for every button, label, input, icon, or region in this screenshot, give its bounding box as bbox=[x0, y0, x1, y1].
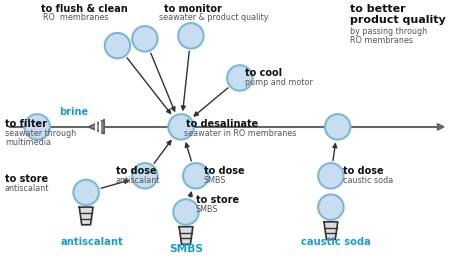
Text: caustic soda: caustic soda bbox=[343, 176, 393, 185]
Text: product quality: product quality bbox=[351, 15, 446, 25]
Text: SMBS: SMBS bbox=[204, 176, 226, 185]
Text: to dose: to dose bbox=[343, 166, 383, 176]
Text: seawater in RO membranes: seawater in RO membranes bbox=[184, 129, 296, 138]
Circle shape bbox=[318, 195, 344, 220]
Text: pump and motor: pump and motor bbox=[245, 78, 313, 87]
Text: antiscalant: antiscalant bbox=[5, 184, 49, 193]
Text: brine: brine bbox=[58, 107, 88, 117]
Circle shape bbox=[178, 23, 204, 49]
Text: multimedia: multimedia bbox=[5, 138, 51, 147]
Text: RO  membranes: RO membranes bbox=[43, 13, 109, 22]
Polygon shape bbox=[324, 222, 338, 239]
Text: to flush & clean: to flush & clean bbox=[41, 4, 128, 13]
Text: to dose: to dose bbox=[116, 166, 156, 176]
Text: antiscalant: antiscalant bbox=[116, 176, 160, 185]
Circle shape bbox=[183, 163, 209, 189]
Text: to dose: to dose bbox=[204, 166, 244, 176]
Circle shape bbox=[73, 180, 99, 205]
Circle shape bbox=[105, 33, 130, 58]
Circle shape bbox=[168, 114, 194, 140]
Text: seawater through: seawater through bbox=[5, 129, 76, 138]
Text: to store: to store bbox=[196, 195, 239, 205]
Text: seawater & product quality: seawater & product quality bbox=[159, 13, 268, 22]
Text: antiscalant: antiscalant bbox=[61, 237, 124, 246]
Polygon shape bbox=[79, 207, 93, 225]
Circle shape bbox=[318, 163, 344, 189]
Circle shape bbox=[132, 163, 158, 189]
Text: by passing through: by passing through bbox=[351, 27, 428, 36]
Circle shape bbox=[227, 65, 253, 91]
Text: to better: to better bbox=[351, 4, 406, 13]
Text: to filter: to filter bbox=[5, 119, 47, 129]
Circle shape bbox=[325, 114, 351, 140]
Text: to cool: to cool bbox=[245, 68, 282, 78]
Text: RO membranes: RO membranes bbox=[351, 36, 413, 45]
Circle shape bbox=[173, 199, 199, 225]
Text: caustic soda: caustic soda bbox=[301, 237, 372, 246]
Text: SMBS: SMBS bbox=[169, 244, 204, 254]
Circle shape bbox=[24, 114, 50, 140]
Text: to store: to store bbox=[5, 174, 48, 184]
Circle shape bbox=[132, 26, 158, 52]
Polygon shape bbox=[88, 120, 104, 134]
Polygon shape bbox=[179, 227, 193, 244]
Text: SMBS: SMBS bbox=[196, 205, 218, 214]
Text: to desalinate: to desalinate bbox=[186, 119, 258, 129]
Text: to monitor: to monitor bbox=[164, 4, 222, 13]
